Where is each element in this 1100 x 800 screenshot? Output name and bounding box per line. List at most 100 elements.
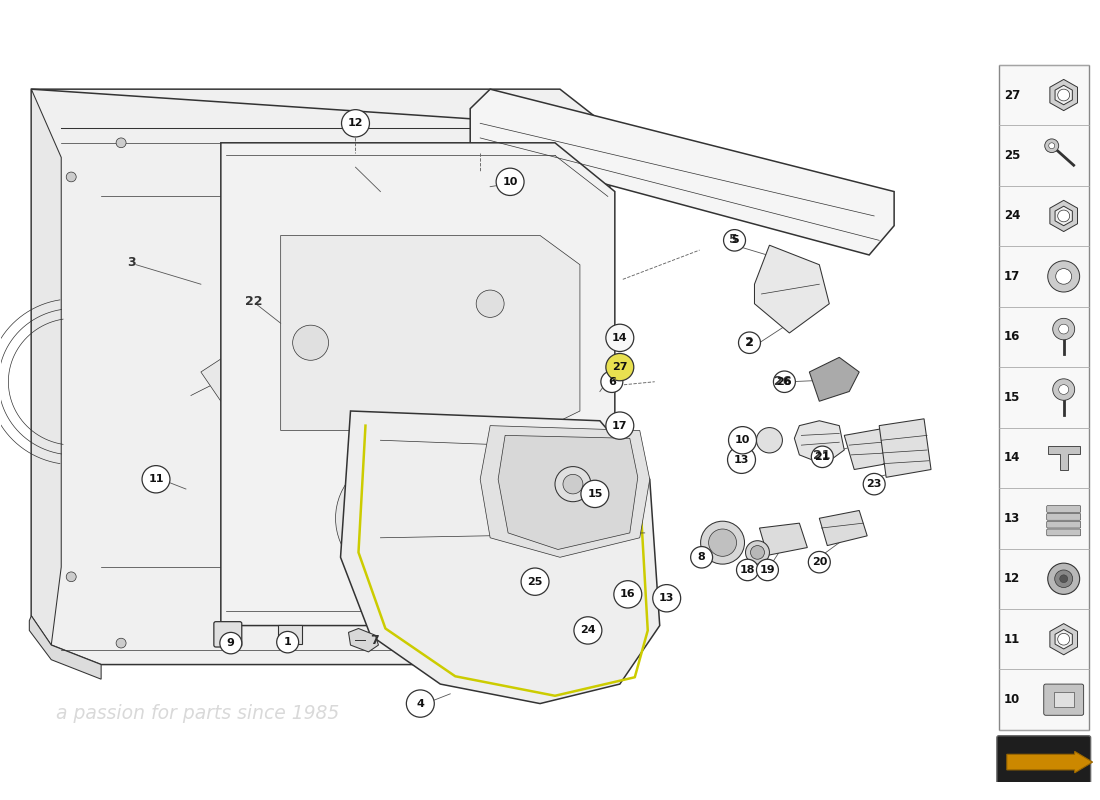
Circle shape [556,466,591,502]
Circle shape [515,148,525,158]
Text: 14: 14 [1003,451,1020,464]
Circle shape [581,480,609,507]
Polygon shape [349,629,378,652]
Text: 21: 21 [815,452,830,462]
Text: 13: 13 [1003,512,1020,525]
Text: 11: 11 [1003,633,1020,646]
Polygon shape [498,435,638,550]
Text: 14: 14 [612,333,628,343]
Circle shape [727,446,756,474]
Polygon shape [810,358,859,402]
Text: 9: 9 [227,638,234,648]
Polygon shape [201,353,261,411]
Circle shape [1053,379,1075,400]
Circle shape [1058,324,1069,334]
FancyBboxPatch shape [1044,684,1084,715]
Text: 16: 16 [1003,330,1020,343]
Text: 17: 17 [612,421,628,430]
Circle shape [117,638,126,648]
Circle shape [606,324,634,351]
Circle shape [336,455,465,582]
Polygon shape [470,89,894,255]
Text: 12: 12 [1003,572,1020,586]
Circle shape [757,427,782,453]
Circle shape [708,529,737,556]
Circle shape [1059,575,1068,582]
Text: 13: 13 [734,454,749,465]
Circle shape [864,474,886,495]
Circle shape [1055,570,1072,587]
Circle shape [496,168,524,195]
Polygon shape [759,523,807,555]
Circle shape [757,559,779,581]
Text: 22: 22 [245,295,263,308]
Circle shape [66,172,76,182]
Circle shape [601,371,623,393]
Circle shape [293,325,329,360]
Text: 6: 6 [608,377,616,386]
Circle shape [1058,634,1069,645]
Circle shape [606,354,634,381]
Text: 23: 23 [867,479,882,489]
Circle shape [563,474,583,494]
Circle shape [1048,143,1055,149]
Polygon shape [31,89,62,645]
Circle shape [652,585,681,612]
Circle shape [1058,89,1069,101]
Text: 10: 10 [735,435,750,446]
Text: 837 05: 837 05 [1018,787,1070,800]
Text: 25: 25 [1003,149,1020,162]
Text: 26: 26 [777,377,792,386]
Circle shape [614,581,641,608]
Text: 4: 4 [417,698,425,709]
Polygon shape [1049,624,1078,655]
FancyBboxPatch shape [997,736,1090,800]
Circle shape [1058,210,1069,222]
Text: 15: 15 [1003,391,1020,404]
Text: 10: 10 [1003,693,1020,706]
Polygon shape [1049,200,1078,231]
FancyBboxPatch shape [277,625,301,644]
FancyArrow shape [1006,751,1092,773]
Text: 2: 2 [745,336,754,350]
Text: 11: 11 [148,474,164,484]
Circle shape [750,546,764,559]
Circle shape [606,412,634,439]
Circle shape [1053,318,1075,340]
Text: 2: 2 [746,338,754,348]
Circle shape [521,568,549,595]
Text: es: es [355,462,656,690]
FancyBboxPatch shape [1054,692,1074,707]
Circle shape [724,230,746,251]
Text: 21: 21 [813,450,830,462]
Text: 27: 27 [612,362,628,372]
Circle shape [1056,269,1071,284]
Circle shape [808,551,830,573]
Text: 12: 12 [348,118,363,128]
FancyBboxPatch shape [1047,529,1080,536]
Text: 20: 20 [812,557,827,567]
Circle shape [691,546,713,568]
Text: 25: 25 [527,577,542,586]
Circle shape [1045,139,1058,153]
Circle shape [117,138,126,148]
Text: 16: 16 [620,590,636,599]
Text: 7: 7 [371,634,380,646]
Circle shape [1047,261,1080,292]
Polygon shape [341,411,660,703]
Circle shape [142,466,170,493]
Text: 19: 19 [760,565,775,575]
Text: 15: 15 [587,489,603,499]
Text: 13: 13 [659,594,674,603]
Circle shape [277,631,298,653]
Circle shape [1058,385,1069,394]
Text: 24: 24 [580,626,596,635]
Circle shape [574,617,602,644]
Polygon shape [481,426,650,558]
FancyBboxPatch shape [1047,522,1080,528]
Circle shape [746,541,769,564]
Text: 10: 10 [503,177,518,187]
FancyBboxPatch shape [1047,514,1080,520]
Text: 24: 24 [1003,210,1020,222]
Text: 17: 17 [1003,270,1020,283]
